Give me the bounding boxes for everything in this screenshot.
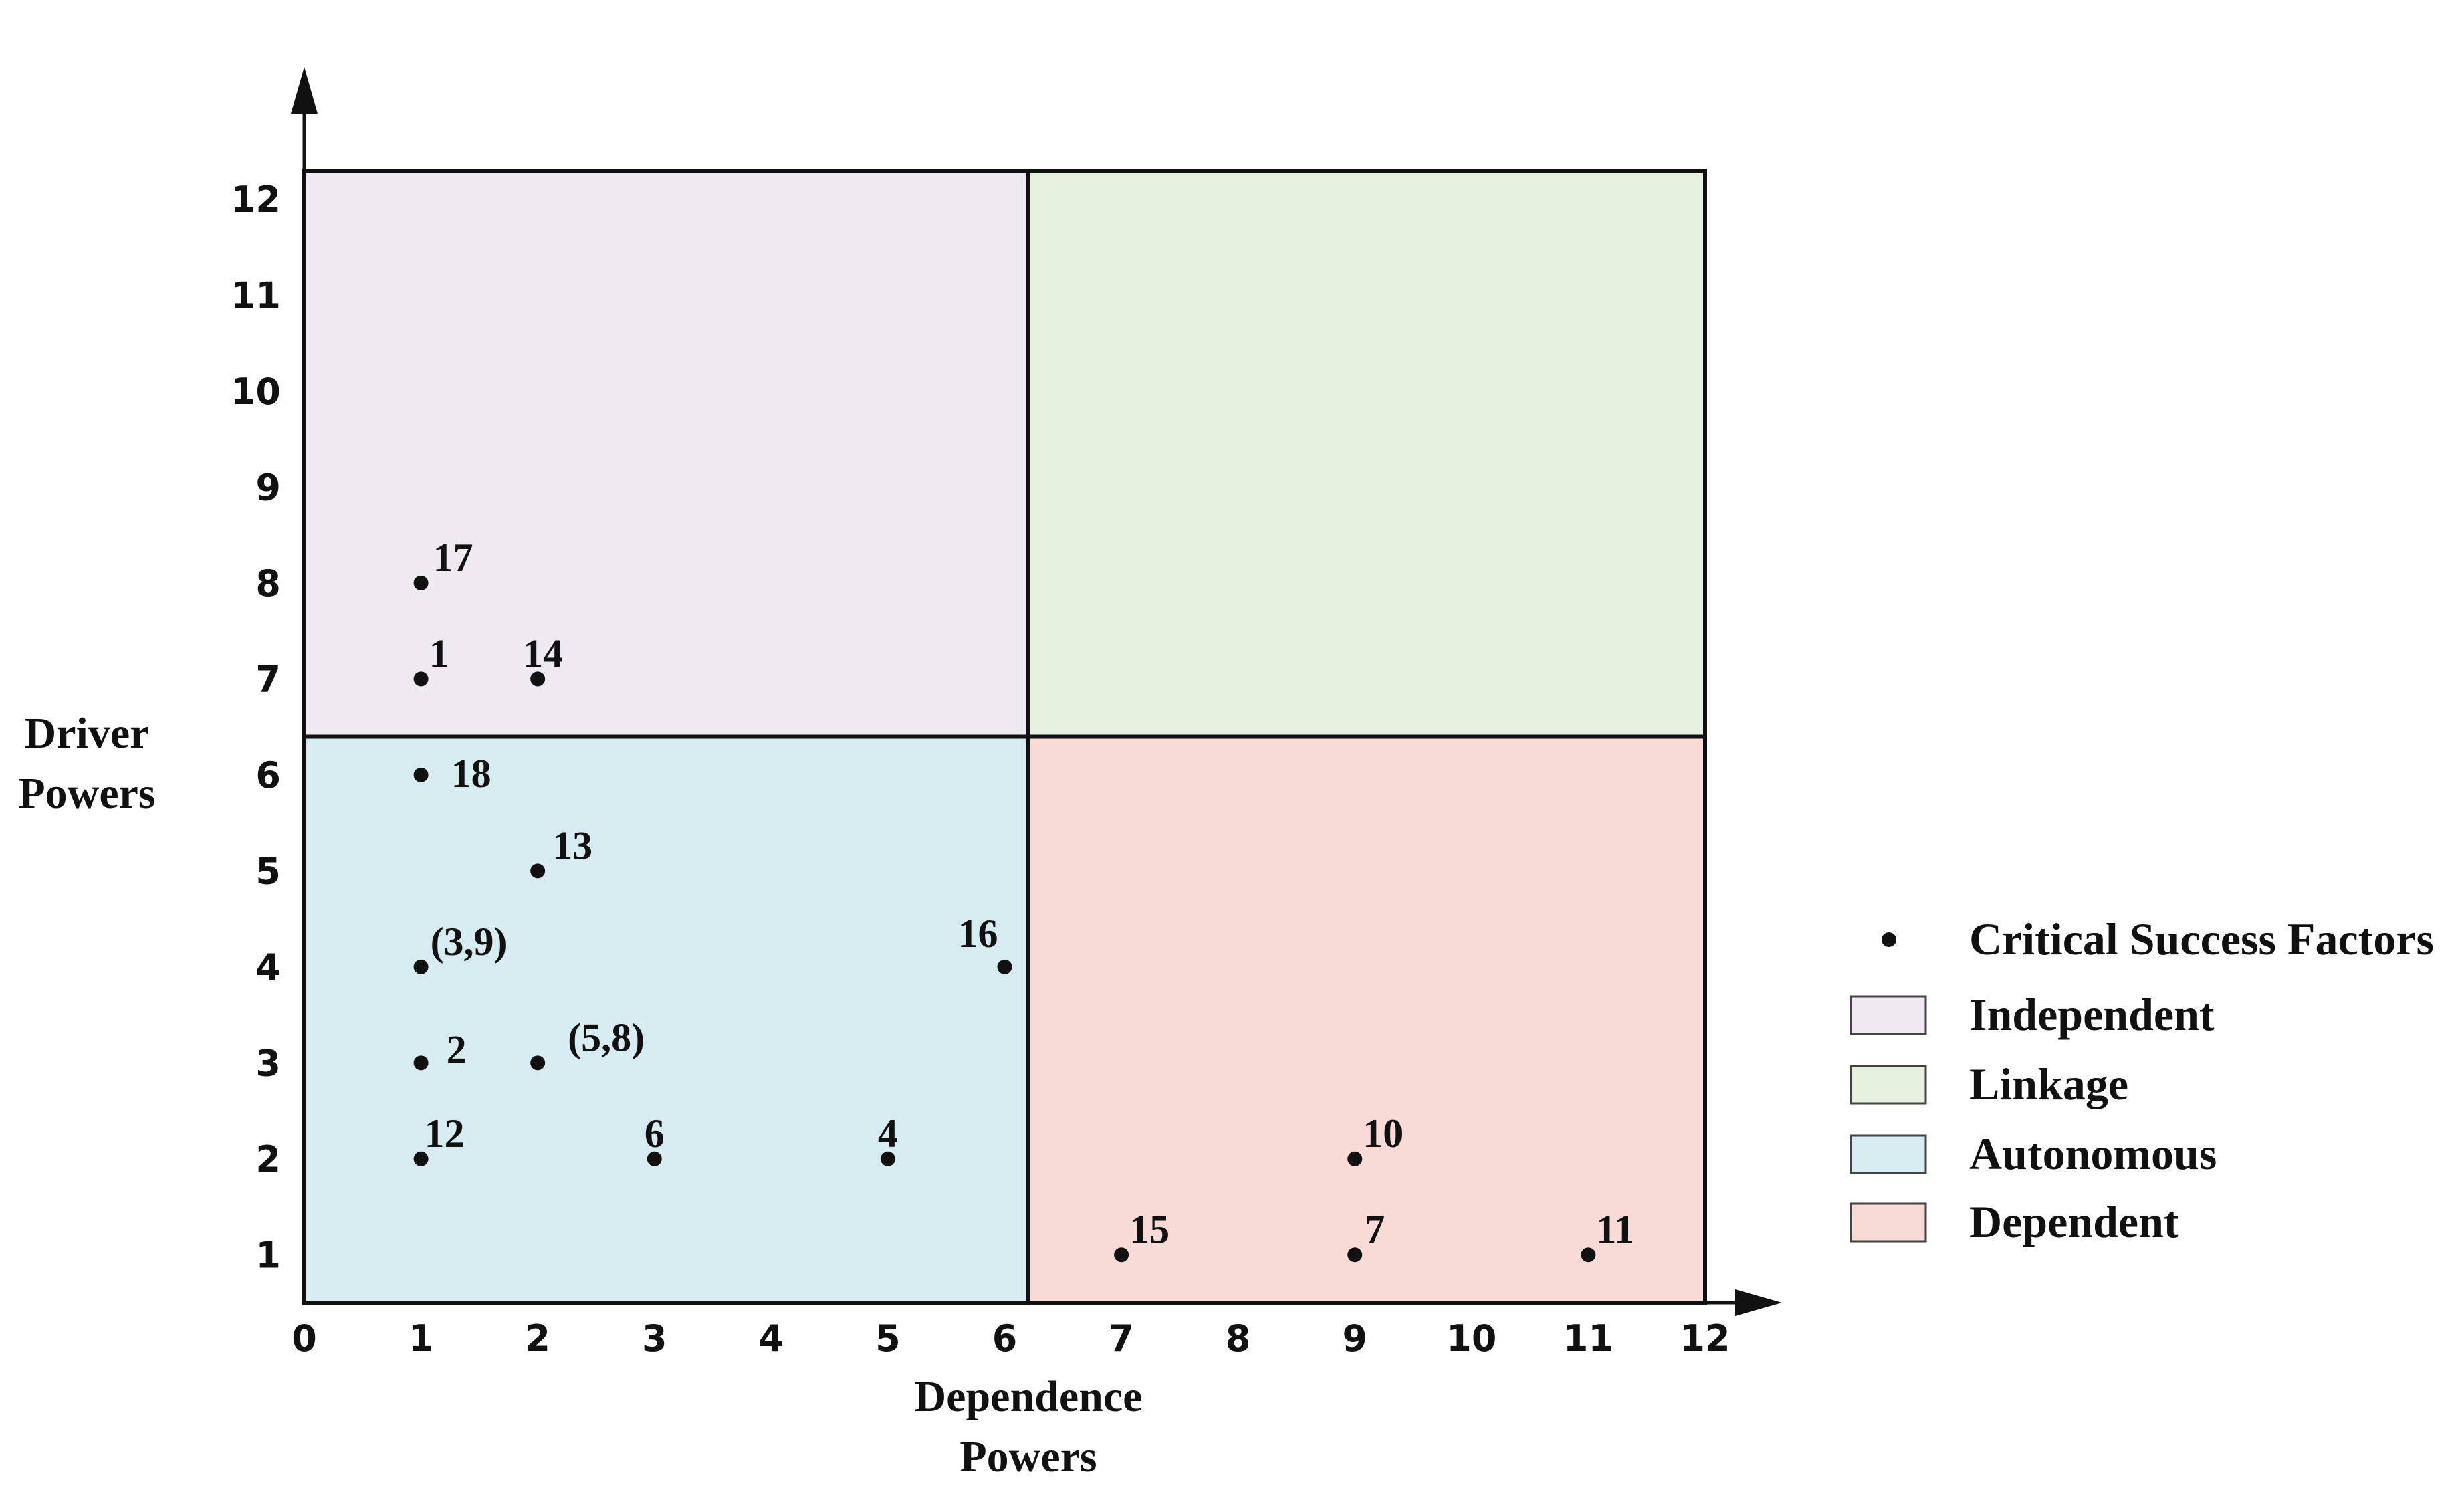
legend: Critical Success Factors Independent Linka… — [1850, 913, 2434, 1247]
y-tick-label: 11 — [231, 275, 281, 317]
data-point — [1114, 1247, 1129, 1263]
y-tick-label: 12 — [231, 179, 281, 221]
data-point-label: (5,8) — [568, 1015, 645, 1059]
y-tick-label: 9 — [255, 466, 281, 508]
data-point — [1581, 1247, 1596, 1263]
data-point — [1347, 1247, 1363, 1263]
data-point — [647, 1151, 662, 1166]
x-tick-label: 4 — [759, 1317, 784, 1360]
data-point — [997, 959, 1012, 974]
data-point-label: (3,9) — [431, 920, 508, 964]
data-point — [413, 1055, 429, 1071]
x-axis-arrow-icon — [1735, 1289, 1782, 1316]
data-point-label: 13 — [552, 823, 592, 867]
data-point-label: 18 — [451, 752, 491, 796]
data-point — [530, 671, 546, 687]
data-points: 17 1 14 18 13 (3,9) 16 2 (5,8) 12 6 4 10 15 7 11 — [413, 536, 1634, 1263]
y-axis-title: Driver — [25, 709, 150, 758]
y-tick-label: 5 — [255, 850, 281, 892]
quadrant-backgrounds — [304, 171, 1705, 1303]
data-point-label: 10 — [1363, 1111, 1403, 1156]
x-tick-label: 6 — [992, 1317, 1018, 1360]
data-point-label: 2 — [447, 1027, 467, 1071]
y-axis-arrow-icon — [291, 67, 318, 114]
axes — [291, 67, 1782, 1316]
legend-label: Dependent — [1969, 1196, 2179, 1247]
y-tick-label: 3 — [255, 1042, 281, 1084]
x-tick-label: 8 — [1226, 1317, 1251, 1360]
y-tick-label: 7 — [255, 658, 281, 700]
x-axis-ticks: 0 1 2 3 4 5 6 7 8 9 10 11 12 — [292, 1317, 1730, 1360]
x-tick-label: 11 — [1563, 1317, 1613, 1360]
data-point-label: 16 — [958, 911, 998, 956]
data-point — [880, 1151, 895, 1166]
x-tick-label: 12 — [1680, 1317, 1730, 1360]
data-point-label: 17 — [433, 536, 473, 580]
x-tick-label: 0 — [292, 1317, 317, 1360]
quadrant-independent — [304, 171, 1028, 737]
y-axis-title: Powers — [18, 769, 155, 818]
legend-label: Critical Success Factors — [1969, 913, 2434, 964]
data-point — [530, 1055, 546, 1071]
y-tick-label: 10 — [231, 370, 281, 413]
data-point-label: 6 — [645, 1111, 665, 1156]
x-tick-label: 2 — [525, 1317, 550, 1360]
legend-swatch — [1850, 995, 1927, 1035]
data-point — [413, 1151, 429, 1166]
x-tick-label: 7 — [1109, 1317, 1134, 1360]
data-point — [413, 671, 429, 687]
data-point — [413, 575, 429, 590]
x-axis-title: Powers — [960, 1432, 1097, 1481]
data-point — [1347, 1151, 1363, 1166]
data-point — [413, 767, 429, 782]
quadrant-autonomous — [304, 736, 1028, 1303]
y-tick-label: 2 — [255, 1138, 281, 1180]
data-point-label: 7 — [1365, 1207, 1385, 1251]
axis-titles: Driver Powers Dependence Powers — [18, 709, 1142, 1481]
data-point-label: 14 — [523, 631, 563, 675]
legend-label: Independent — [1969, 989, 2215, 1040]
y-tick-label: 4 — [255, 946, 281, 988]
legend-label: Linkage — [1969, 1059, 2128, 1109]
data-point — [530, 863, 546, 879]
data-point-label: 15 — [1129, 1207, 1169, 1251]
x-tick-label: 1 — [409, 1317, 434, 1360]
y-tick-label: 6 — [255, 754, 281, 796]
legend-swatch — [1850, 1134, 1927, 1174]
data-point-label: 11 — [1596, 1207, 1634, 1251]
x-axis-title: Dependence — [915, 1372, 1143, 1421]
data-point-label: 4 — [878, 1111, 898, 1156]
x-tick-label: 10 — [1446, 1317, 1496, 1360]
legend-swatch — [1850, 1202, 1927, 1243]
data-point-label: 12 — [425, 1111, 465, 1156]
legend-label: Autonomous — [1969, 1128, 2217, 1179]
quadrant-dependent — [1028, 736, 1705, 1303]
x-tick-label: 5 — [875, 1317, 901, 1360]
data-point-label: 1 — [429, 631, 449, 675]
data-point — [413, 959, 429, 974]
legend-dot-icon — [1882, 932, 1896, 947]
x-tick-label: 3 — [642, 1317, 667, 1360]
y-tick-label: 1 — [255, 1234, 281, 1276]
legend-swatch — [1850, 1065, 1927, 1105]
x-tick-label: 9 — [1342, 1317, 1367, 1360]
quadrant-linkage — [1028, 171, 1705, 737]
y-tick-label: 8 — [255, 562, 281, 605]
